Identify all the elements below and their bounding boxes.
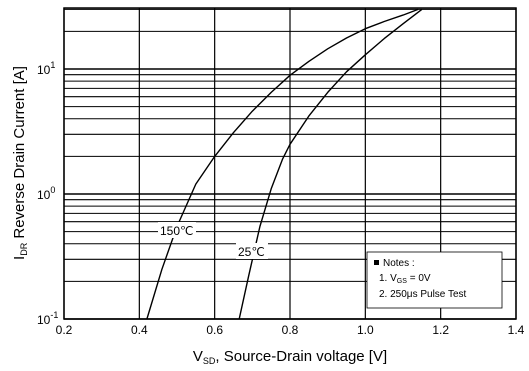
y-tick-base: 10 xyxy=(37,188,51,202)
x-tick-label: 0.8 xyxy=(282,323,299,337)
y-axis-title-sub: DR xyxy=(19,242,29,255)
notes-line-1-post: = 0V xyxy=(407,273,431,284)
y-axis-title-rest: Reverse Drain Current [A] xyxy=(11,66,28,243)
y-tick-label: 101 xyxy=(37,60,55,77)
y-tick-base: 10 xyxy=(37,63,51,77)
notes-background xyxy=(366,251,503,309)
y-tick-exponent: -1 xyxy=(50,310,58,320)
x-axis-title-sub: SD xyxy=(203,356,216,366)
x-tick-label: 0.6 xyxy=(206,323,223,337)
notes-box: Notes : 1. VGS = 0V 2. 250μs Pulse Test xyxy=(366,251,503,309)
notes-bullet-icon xyxy=(374,260,379,265)
x-axis-title: VSD, Source-Drain voltage [V] xyxy=(193,348,387,366)
x-tick-label: 1.0 xyxy=(357,323,374,337)
plot-frame xyxy=(63,7,517,320)
y-tick-exponent: 0 xyxy=(50,185,55,195)
series-line-0 xyxy=(146,8,419,320)
x-tick-label: 1.2 xyxy=(432,323,449,337)
notes-line-1-sub: GS xyxy=(397,278,407,285)
notes-line-1: 1. VGS = 0V xyxy=(379,273,431,285)
x-tick-label: 1.4 xyxy=(508,323,525,337)
label-bg-25 xyxy=(236,243,268,259)
series-layer xyxy=(146,8,423,320)
y-tick-exponent: 1 xyxy=(50,60,55,70)
series-label-25: 25℃ xyxy=(238,245,265,259)
series-label-150: 150℃ xyxy=(160,224,194,238)
y-axis-title: IDR Reverse Drain Current [A] xyxy=(11,66,29,260)
x-tick-label: 0.4 xyxy=(131,323,148,337)
x-axis-title-main: V xyxy=(193,348,203,365)
series-line-1 xyxy=(238,8,423,320)
y-tick-label: 100 xyxy=(37,185,55,202)
notes-title: Notes : xyxy=(383,258,415,269)
y-tick-label: 10-1 xyxy=(37,310,58,327)
x-axis-title-rest: , Source-Drain voltage [V] xyxy=(215,348,387,365)
x-tick-labels: 0.2 0.4 0.6 0.8 1.0 1.2 1.4 xyxy=(56,323,525,337)
label-bg-150 xyxy=(158,222,196,238)
notes-line-1-pre: 1. V xyxy=(379,273,397,284)
notes-line-2: 2. 250μs Pulse Test xyxy=(379,289,467,300)
x-tick-label: 0.2 xyxy=(56,323,73,337)
y-tick-base: 10 xyxy=(37,313,51,327)
y-axis-title-main: I xyxy=(11,256,28,260)
